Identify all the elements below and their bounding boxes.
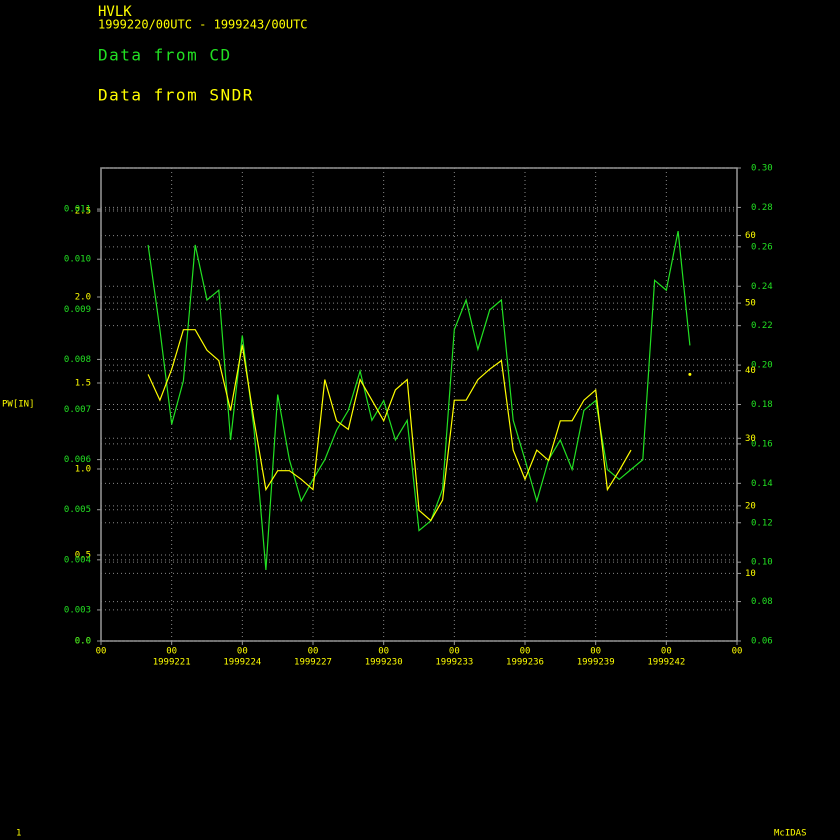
x-date-label: 1999224 <box>223 658 261 668</box>
y-tick-label: 0.010 <box>64 255 91 265</box>
x-tick-label: 00 <box>308 647 319 657</box>
y-tick-label: 0.10 <box>751 558 773 568</box>
x-tick-label: 00 <box>378 647 389 657</box>
y-tick-label: 0.08 <box>751 597 773 607</box>
x-date-label: 1999227 <box>294 658 332 668</box>
y-tick-label: 0.06 <box>751 637 773 647</box>
y-axis-label: PW[IN] <box>2 400 35 410</box>
y-tick-label: 50 <box>745 299 756 309</box>
y-tick-label: 0.008 <box>64 355 91 365</box>
y-tick-label: 0.009 <box>64 305 91 315</box>
y-tick-label: 0.0 <box>75 637 91 647</box>
data-line <box>147 329 632 522</box>
y-tick-label: 0.003 <box>64 605 91 615</box>
y-tick-label: 0.24 <box>751 282 773 292</box>
y-tick-label: 1.5 <box>75 379 91 389</box>
chart-title: HVLK <box>98 4 132 20</box>
y-tick-label: 60 <box>745 231 756 241</box>
x-tick-label: 00 <box>732 647 743 657</box>
x-date-label: 1999233 <box>435 658 473 668</box>
footer-right: McIDAS <box>774 829 807 839</box>
y-tick-label: 0.26 <box>751 242 773 252</box>
y-tick-label: 0.22 <box>751 321 773 331</box>
y-tick-label: 0.006 <box>64 455 91 465</box>
y-tick-label: 1.0 <box>75 465 91 475</box>
y-tick-label: 30 <box>745 434 756 444</box>
x-date-label: 1999242 <box>647 658 685 668</box>
x-date-label: 1999239 <box>577 658 615 668</box>
x-date-label: 1999221 <box>153 658 191 668</box>
y-tick-label: 10 <box>745 569 756 579</box>
x-tick-label: 00 <box>96 647 107 657</box>
x-date-label: 1999236 <box>506 658 544 668</box>
y-tick-label: 0.0 <box>75 637 91 647</box>
y-tick-label: 0.16 <box>751 439 773 449</box>
y-tick-label: 20 <box>745 501 756 511</box>
y-tick-label: 0.18 <box>751 400 773 410</box>
x-tick-label: 00 <box>166 647 177 657</box>
footer-left: 1 <box>16 829 21 839</box>
y-tick-label: 0.28 <box>751 203 773 213</box>
x-tick-label: 00 <box>520 647 531 657</box>
x-date-label: 1999230 <box>365 658 403 668</box>
x-tick-label: 00 <box>590 647 601 657</box>
legend-entry: Data from SNDR <box>98 86 254 105</box>
y-tick-label: 0.004 <box>64 555 91 565</box>
y-tick-label: 0.20 <box>751 361 773 371</box>
legend-entry: Data from CD <box>98 46 232 65</box>
chart-subtitle: 1999220/00UTC - 1999243/00UTC <box>98 18 308 32</box>
y-tick-label: 0.12 <box>751 518 773 528</box>
y-tick-label: 0.14 <box>751 479 773 489</box>
x-tick-label: 00 <box>661 647 672 657</box>
data-point <box>688 372 692 376</box>
y-tick-label: 0.005 <box>64 505 91 515</box>
y-tick-label: 0.30 <box>751 164 773 174</box>
y-tick-label: 40 <box>745 366 756 376</box>
x-tick-label: 00 <box>237 647 248 657</box>
x-tick-label: 00 <box>449 647 460 657</box>
y-tick-label: 0.007 <box>64 405 91 415</box>
y-tick-label: 0.011 <box>64 205 91 215</box>
y-tick-label: 0.5 <box>75 551 91 561</box>
y-tick-label: 2.5 <box>75 207 91 217</box>
y-tick-label: 2.0 <box>75 293 91 303</box>
